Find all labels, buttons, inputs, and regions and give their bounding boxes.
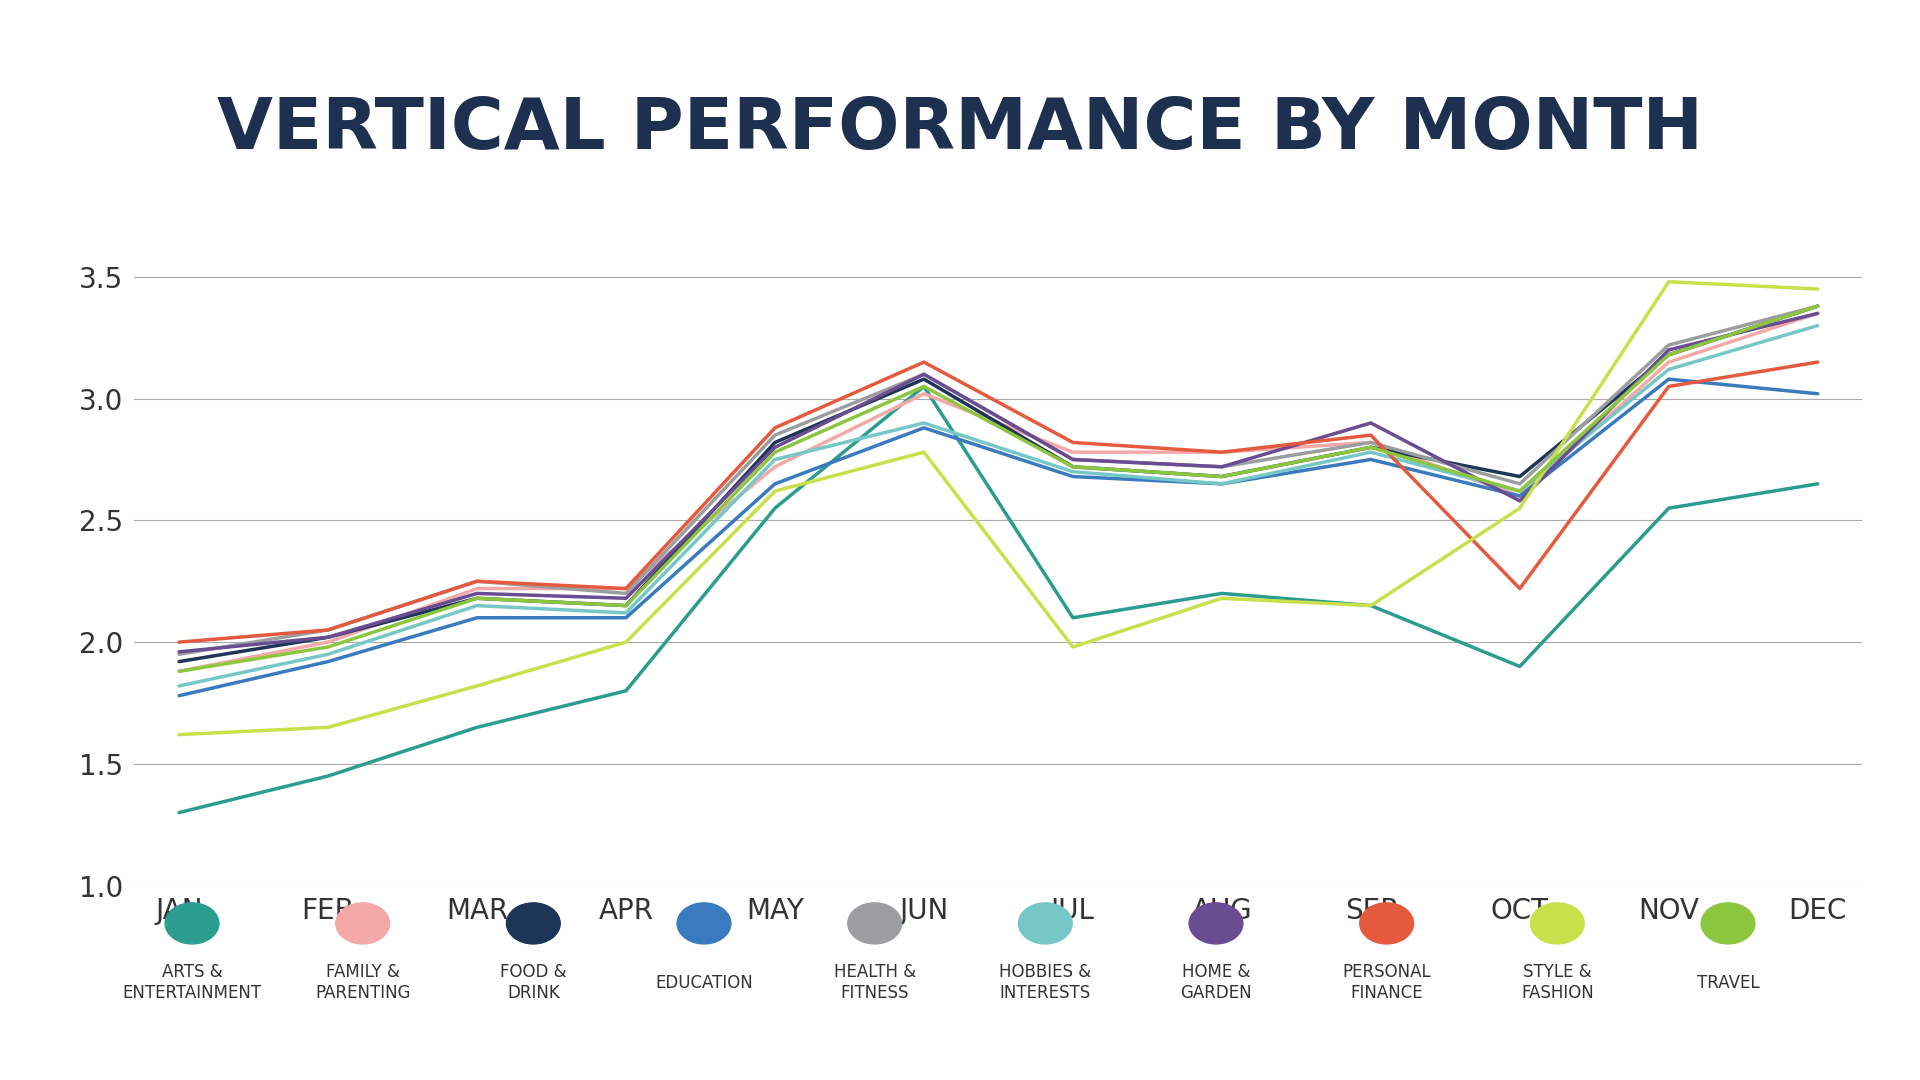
Text: FOOD &
DRINK: FOOD & DRINK (499, 963, 566, 1002)
Text: ARTS &
ENTERTAINMENT: ARTS & ENTERTAINMENT (123, 963, 261, 1002)
Text: HOBBIES &
INTERESTS: HOBBIES & INTERESTS (998, 963, 1091, 1002)
Text: FAMILY &
PARENTING: FAMILY & PARENTING (315, 963, 411, 1002)
Text: VERTICAL PERFORMANCE BY MONTH: VERTICAL PERFORMANCE BY MONTH (217, 95, 1703, 164)
Text: PERSONAL
FINANCE: PERSONAL FINANCE (1342, 963, 1430, 1002)
Text: EDUCATION: EDUCATION (655, 974, 753, 991)
Text: HEALTH &
FITNESS: HEALTH & FITNESS (833, 963, 916, 1002)
Text: HOME &
GARDEN: HOME & GARDEN (1181, 963, 1252, 1002)
Text: STYLE &
FASHION: STYLE & FASHION (1521, 963, 1594, 1002)
Text: TRAVEL: TRAVEL (1697, 974, 1759, 991)
